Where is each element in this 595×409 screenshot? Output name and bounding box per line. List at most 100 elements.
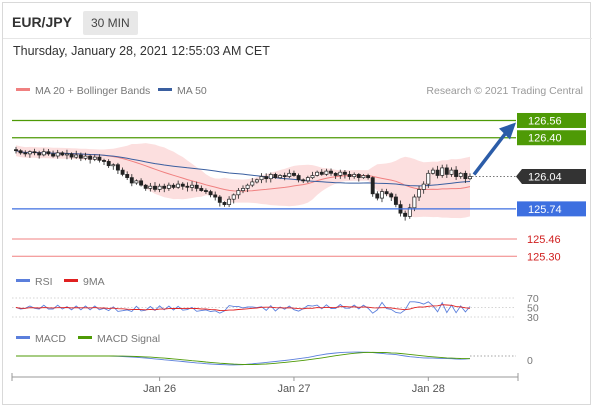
candle-body [78, 154, 83, 159]
ma50-legend-swatch [158, 88, 172, 91]
ma9-legend-swatch [64, 279, 78, 282]
time-axis-tick-label: Jan 26 [143, 383, 176, 395]
last-price-label: 126.04 [528, 172, 562, 184]
candle-body [18, 150, 23, 154]
macd-plot: 0 [16, 351, 533, 367]
candle-body [380, 191, 384, 199]
candle-body [375, 193, 380, 199]
candle-body [60, 152, 65, 156]
candle-body [440, 167, 445, 176]
forecast-arrow-shaft [472, 130, 509, 176]
candle-body [435, 169, 440, 176]
candle-body [88, 155, 93, 160]
macd-legend-label: MACD [35, 333, 66, 345]
level-tag-label: 126.40 [528, 133, 562, 145]
time-axis: Jan 26 Jan 27 Jan 28 [11, 373, 519, 395]
candle-body [264, 176, 269, 180]
candle-body [199, 188, 204, 191]
candle-body [444, 167, 449, 175]
candle-body [407, 207, 412, 217]
macd-signal-line [16, 351, 471, 366]
candle-body [97, 156, 102, 161]
candle-body [403, 212, 408, 217]
candle-body [115, 164, 120, 171]
candle-body [14, 149, 18, 152]
main-plot [14, 143, 472, 221]
candle-body [342, 171, 347, 175]
rsi-tick-label: 30 [527, 312, 539, 324]
candle-body [227, 198, 232, 205]
candle-body [333, 172, 338, 176]
candle-body [245, 184, 250, 189]
candle-body [69, 153, 74, 158]
rsi-ma9-line [15, 304, 471, 312]
bollinger-band [16, 143, 470, 219]
level-tag-label: 125.74 [528, 204, 562, 216]
candle-body [305, 177, 310, 182]
candle-body [125, 174, 130, 178]
candle-body [352, 174, 357, 177]
candle-body [134, 180, 139, 184]
candle-body [296, 175, 301, 181]
ma9-legend-label: 9MA [83, 276, 105, 288]
level-tag [517, 130, 586, 146]
candle-body [278, 175, 283, 179]
candle-body [157, 185, 162, 190]
candle-body [449, 169, 454, 175]
candle-body [213, 194, 218, 198]
rsi-tick-label: 70 [527, 293, 539, 305]
candle-body [273, 174, 278, 178]
candle-body [111, 164, 116, 167]
time-axis-tick-label: Jan 27 [277, 383, 310, 395]
candle-body [421, 183, 426, 190]
rsi-tick-label: 50 [527, 303, 539, 315]
candle-body [153, 185, 157, 190]
signal-legend-label: MACD Signal [97, 333, 160, 345]
candle-body [370, 177, 375, 195]
candle-body [426, 172, 431, 185]
level-tag-label: 126.56 [528, 115, 562, 127]
credit-label: Research © 2021 Trading Central [426, 85, 583, 97]
candle-body [194, 184, 199, 189]
timeframe-badge[interactable]: 30 MIN [83, 11, 138, 35]
candle-body [139, 180, 144, 186]
rsi-legend-swatch [16, 279, 30, 282]
candle-body [241, 188, 245, 191]
candle-body [106, 161, 111, 167]
candle-body [92, 156, 97, 160]
candle-body [176, 183, 181, 188]
candle-body [41, 151, 46, 156]
macd-legend-swatch [16, 336, 30, 339]
candle-body [250, 181, 255, 186]
candle-body [190, 184, 194, 188]
candle-body [347, 174, 352, 177]
ma50-line [15, 150, 471, 187]
candle-body [65, 153, 69, 156]
candle-body [412, 196, 417, 209]
rsi-legend-label: RSI [35, 276, 53, 288]
candle-body [319, 171, 324, 175]
chart-timestamp: Thursday, January 28, 2021 12:55:03 AM C… [13, 44, 270, 58]
candle-body [83, 155, 88, 159]
candle-body [287, 172, 292, 177]
candle-body [268, 174, 273, 180]
candle-body [185, 185, 190, 188]
ma50-legend-label: MA 50 [177, 85, 207, 97]
candle-body [417, 189, 421, 198]
candle-body [32, 151, 37, 154]
candle-body [310, 175, 315, 179]
level-tag-label: 125.46 [527, 234, 561, 246]
candle-body [217, 196, 222, 203]
ma20-legend-label: MA 20 + Bollinger Bands [35, 85, 150, 97]
candle-body [231, 194, 236, 200]
candle-body [166, 184, 171, 189]
candle-body [366, 175, 371, 179]
forecast-arrowhead [499, 122, 516, 140]
candle-body [356, 174, 361, 178]
candle-body [120, 169, 125, 175]
candle-body [102, 160, 106, 162]
ma20-legend-swatch [16, 88, 30, 91]
candle-body [468, 176, 472, 180]
candle-body [222, 202, 227, 205]
